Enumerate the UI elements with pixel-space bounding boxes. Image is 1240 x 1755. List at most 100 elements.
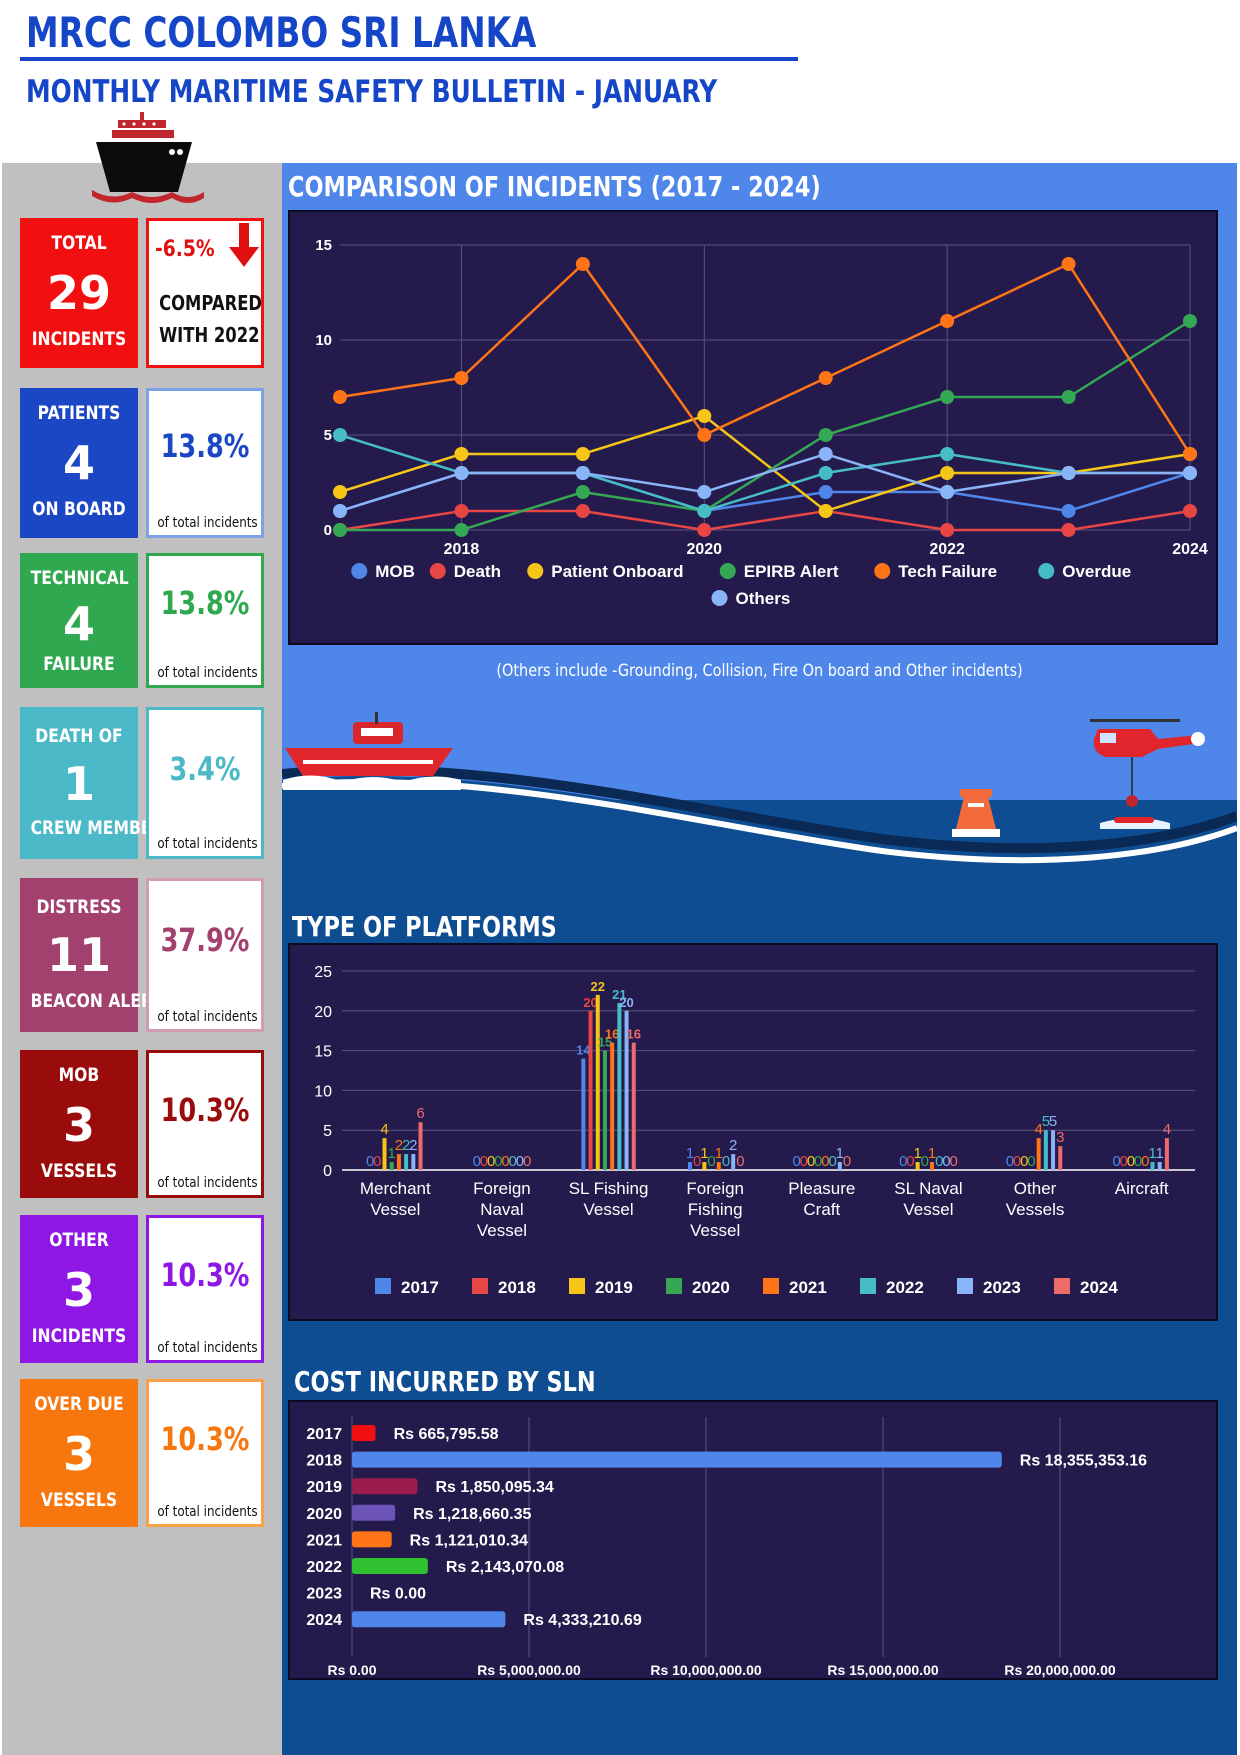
bar-value-label: 20 (583, 995, 597, 1010)
bar (389, 1162, 394, 1170)
bar-value-label: 1 (836, 1145, 844, 1162)
data-point (575, 447, 590, 461)
bar-value-label: 0 (473, 1153, 481, 1170)
death-percent-box: 3.4% of total incidents (146, 707, 264, 859)
other-note: of total incidents (157, 1340, 258, 1356)
category-label: Craft (803, 1200, 840, 1219)
bar-value-label: 0 (800, 1153, 808, 1170)
legend-label: 2021 (789, 1278, 827, 1297)
bar (595, 994, 600, 1170)
category-label: Aircraft (1115, 1179, 1169, 1198)
bar-value-label: 14 (576, 1043, 591, 1058)
data-point (1061, 390, 1076, 404)
bar (411, 1154, 416, 1170)
mob-unit: VESSELS (40, 1160, 118, 1182)
bar (624, 1010, 629, 1170)
mob-percent-box: 10.3% of total incidents (146, 1050, 264, 1198)
data-point (1183, 504, 1197, 518)
bar-value-label: 15 (598, 1035, 612, 1050)
bar (731, 1154, 736, 1170)
bar-value-label: 1 (1156, 1145, 1164, 1162)
x-tick-label: Rs 0.00 (327, 1662, 376, 1678)
cost-value-label: Rs 1,121,010.34 (410, 1532, 528, 1549)
comparison-title: COMPARISON OF INCIDENTS (2017 - 2024) (288, 170, 821, 203)
technical-percent: 13.8% (160, 584, 250, 622)
data-point (1183, 314, 1197, 328)
y-category-label: 2023 (306, 1586, 342, 1603)
distress-box: DISTRESS 11 BEACON ALERT (20, 878, 163, 1032)
bar (1036, 1138, 1041, 1170)
legend-marker (1054, 1278, 1070, 1294)
death-value: 1 (62, 757, 95, 811)
legend-label: EPIRB Alert (744, 562, 839, 581)
death-unit: CREW MEMBER (30, 817, 164, 839)
bar-value-label: 0 (935, 1153, 943, 1170)
bar-value-label: 0 (1134, 1153, 1142, 1170)
bar-value-label: 0 (807, 1153, 815, 1170)
bar (382, 1138, 387, 1170)
distress-note: of total incidents (157, 1009, 258, 1025)
data-point (818, 466, 833, 480)
y-category-label: 2020 (306, 1506, 342, 1523)
bar-value-label: 0 (707, 1153, 715, 1170)
other-box: OTHER 3 INCIDENTS (20, 1215, 138, 1363)
bar (1051, 1130, 1056, 1170)
technical-label: TECHNICAL (30, 567, 129, 589)
legend-marker (711, 590, 728, 606)
overdue-note: of total incidents (157, 1504, 258, 1520)
category-label: Merchant (360, 1179, 431, 1198)
bar (617, 1002, 622, 1170)
y-category-label: 2024 (306, 1612, 342, 1629)
legend-label: Others (736, 589, 791, 608)
bar-value-label: 5 (1049, 1113, 1057, 1130)
comparison-line1: COMPARED (159, 291, 263, 315)
category-label: SL Naval (894, 1179, 962, 1198)
x-tick-label: Rs 20,000,000.00 (1004, 1662, 1116, 1678)
bar-value-label: 0 (814, 1153, 822, 1170)
series-line-others (339, 452, 1190, 513)
bar-value-label: 2 (402, 1137, 410, 1154)
death-box: DEATH OF 1 CREW MEMBER (20, 707, 164, 859)
mob-value: 3 (62, 1098, 95, 1152)
legend-label: Tech Failure (898, 562, 997, 581)
y-tick-label: 10 (314, 1083, 332, 1100)
x-tick-label: 2020 (686, 541, 722, 558)
bar-value-label: 22 (591, 979, 605, 994)
comparison-percent: -6.5% (155, 237, 215, 262)
cost-chart-panel: Rs 0.00 Rs 5,000,000.00 Rs 10,000,000.00 Rs… (288, 1400, 1218, 1680)
bar-value-label: 0 (1127, 1153, 1135, 1170)
category-label: Vessel (477, 1221, 527, 1240)
cost-bar-chart: Rs 0.00 Rs 5,000,000.00 Rs 10,000,000.00 Rs… (306, 1417, 1147, 1678)
data-point (1061, 504, 1076, 518)
bar-value-label: 2 (409, 1137, 417, 1154)
bar-value-label: 0 (487, 1153, 495, 1170)
y-tick-label: 0 (323, 1163, 332, 1180)
bar (1164, 1138, 1169, 1170)
bar-value-label: 1 (928, 1145, 936, 1162)
cost-value-label: Rs 1,218,660.35 (413, 1506, 531, 1523)
legend-label: MOB (375, 562, 415, 581)
bar-value-label: 0 (1141, 1153, 1149, 1170)
x-tick-label: 2022 (929, 541, 965, 558)
cost-bar (352, 1451, 1002, 1468)
title-underline (20, 57, 798, 61)
bar-value-label: 16 (605, 1027, 619, 1042)
legend-marker (666, 1278, 682, 1294)
other-unit: INCIDENTS (31, 1325, 127, 1347)
data-point (1183, 466, 1197, 480)
buoy-icon (952, 789, 1000, 837)
comparison-box: -6.5% COMPARED WITH 2022 (146, 218, 264, 368)
technical-unit: FAILURE (43, 653, 115, 675)
incident-line-chart: 0 5 10 15 2018 2020 2022 2024 MOB Death Patient On… (315, 237, 1208, 608)
legend-label: Patient Onboard (551, 562, 683, 581)
cost-title: COST INCURRED BY SLN (294, 1365, 596, 1398)
overdue-value: 3 (62, 1427, 95, 1481)
legend-label: 2022 (886, 1278, 924, 1297)
bar-value-label: 0 (373, 1153, 381, 1170)
legend-marker (763, 1278, 779, 1294)
x-tick-label: 2018 (444, 541, 480, 558)
legend-label: 2019 (595, 1278, 633, 1297)
bar-value-label: 0 (1120, 1153, 1128, 1170)
legend-marker (569, 1278, 585, 1294)
data-point (1061, 466, 1076, 480)
